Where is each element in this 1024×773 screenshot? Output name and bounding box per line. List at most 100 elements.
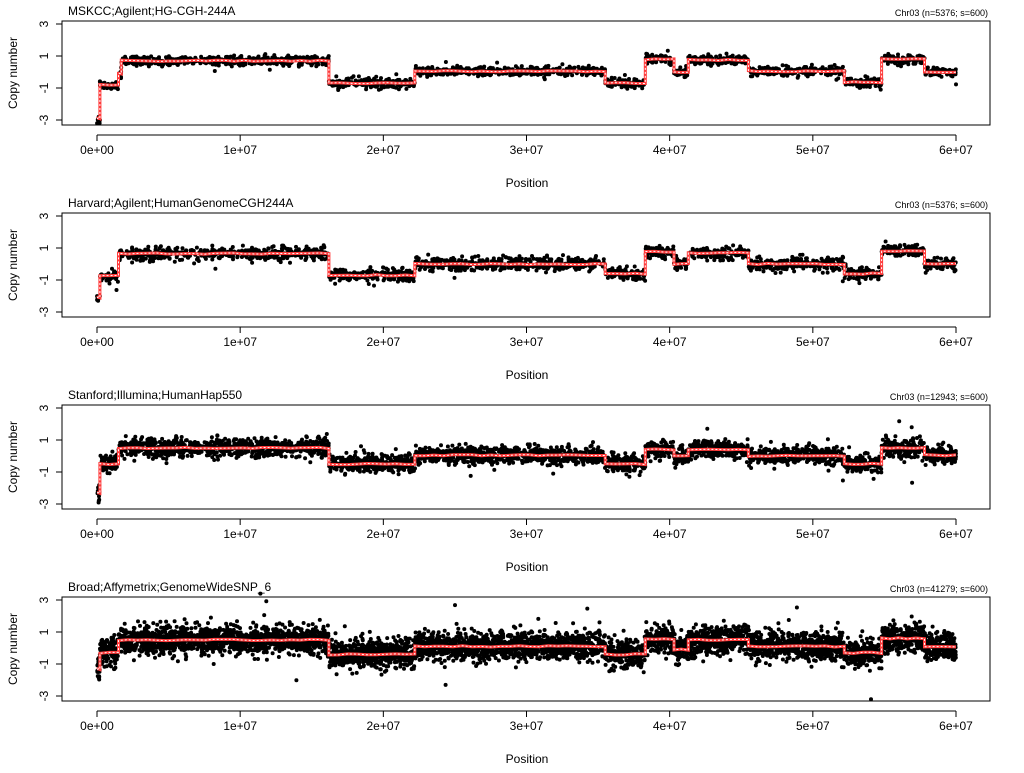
- data-point: [544, 72, 548, 76]
- data-point: [423, 267, 427, 271]
- x-tick-label: 4e+07: [653, 527, 687, 541]
- data-point: [146, 245, 150, 249]
- data-point: [660, 247, 664, 251]
- data-point: [372, 284, 376, 288]
- data-point: [165, 461, 169, 465]
- data-point: [647, 245, 651, 249]
- data-point: [481, 74, 485, 78]
- data-point: [129, 56, 133, 60]
- data-point: [415, 255, 419, 259]
- data-point: [387, 277, 391, 281]
- data-point: [280, 62, 284, 66]
- data-point: [323, 436, 327, 440]
- data-point: [561, 253, 565, 257]
- data-point: [247, 55, 251, 59]
- data-point: [313, 54, 317, 58]
- data-point: [840, 258, 844, 262]
- data-point: [765, 259, 769, 263]
- data-point: [781, 63, 785, 67]
- data-point: [250, 261, 254, 265]
- data-point: [284, 247, 288, 251]
- data-point: [256, 255, 260, 259]
- data-point: [130, 248, 134, 252]
- data-point: [273, 56, 277, 60]
- data-point: [267, 256, 271, 260]
- x-tick-label: 6e+07: [939, 335, 973, 349]
- data-point: [186, 454, 190, 458]
- data-point: [238, 55, 242, 59]
- data-point: [907, 253, 911, 257]
- data-point: [576, 65, 580, 69]
- data-point: [135, 258, 139, 262]
- data-point: [520, 64, 524, 68]
- data-point: [400, 266, 404, 270]
- data-point: [110, 450, 114, 454]
- data-point: [889, 246, 893, 250]
- data-point: [308, 460, 312, 464]
- data-point: [834, 78, 838, 82]
- data-point: [914, 61, 918, 65]
- data-point: [488, 73, 492, 77]
- data-point: [336, 86, 340, 90]
- data-point: [280, 244, 284, 248]
- data-point: [115, 288, 119, 292]
- data-point: [766, 65, 770, 69]
- data-point: [352, 74, 356, 78]
- data-point: [589, 268, 593, 272]
- data-point: [544, 270, 548, 274]
- data-point: [593, 73, 597, 77]
- data-point: [165, 247, 169, 251]
- data-point: [691, 247, 695, 251]
- data-point: [168, 257, 172, 261]
- data-point: [398, 277, 402, 281]
- data-point: [896, 53, 900, 57]
- x-tick-label: 2e+07: [366, 143, 400, 157]
- y-tick-label: -1: [37, 466, 51, 477]
- data-point: [884, 240, 888, 244]
- data-point: [199, 55, 203, 59]
- data-point: [312, 258, 316, 262]
- data-point: [140, 435, 144, 439]
- x-tick-label: 1e+07: [223, 527, 257, 541]
- data-point: [911, 253, 915, 257]
- data-point: [825, 267, 829, 271]
- data-point: [149, 54, 153, 58]
- data-point: [294, 245, 298, 249]
- x-tick-label: 5e+07: [796, 527, 830, 541]
- data-point: [135, 64, 139, 68]
- data-point: [530, 254, 534, 258]
- data-point: [181, 246, 185, 250]
- data-point: [290, 454, 294, 458]
- data-point: [810, 63, 814, 67]
- data-point: [520, 257, 524, 261]
- data-point: [459, 267, 463, 271]
- data-point: [254, 247, 258, 251]
- data-point: [213, 267, 217, 271]
- data-point: [175, 246, 179, 250]
- data-point: [874, 84, 878, 88]
- y-tick-label: 1: [37, 244, 51, 251]
- data-point: [731, 243, 735, 247]
- data-point: [297, 62, 301, 66]
- data-point: [195, 258, 199, 262]
- data-point: [320, 257, 324, 261]
- data-point: [515, 72, 519, 76]
- data-point: [574, 268, 578, 272]
- data-point: [879, 88, 883, 92]
- data-point: [663, 257, 667, 261]
- data-point: [485, 257, 489, 261]
- data-point: [204, 257, 208, 261]
- data-point: [536, 73, 540, 77]
- data-point: [377, 88, 381, 92]
- data-point: [369, 269, 373, 273]
- data-point: [108, 282, 112, 286]
- y-axis: 31-1-3: [37, 212, 62, 317]
- data-point: [784, 64, 788, 68]
- data-point: [860, 265, 864, 269]
- data-point: [651, 253, 655, 257]
- data-point: [542, 259, 546, 263]
- data-point: [374, 85, 378, 89]
- data-point: [600, 66, 604, 70]
